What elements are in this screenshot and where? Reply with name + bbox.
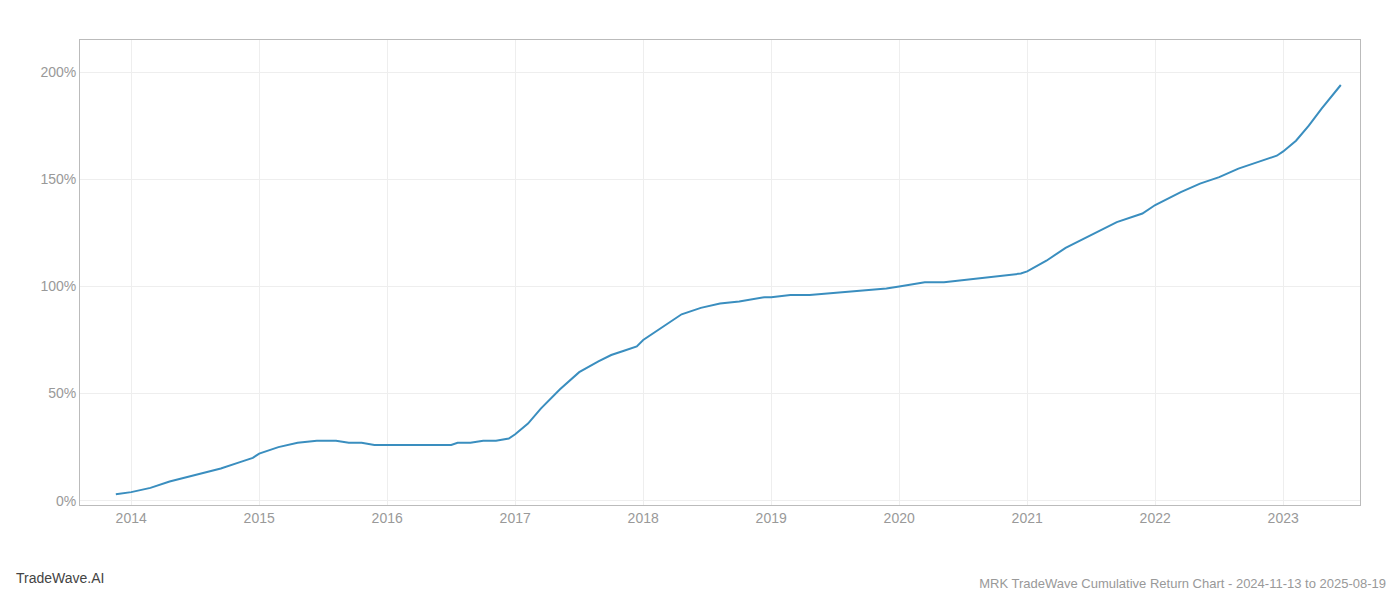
svg-text:2020: 2020 bbox=[884, 510, 915, 526]
svg-text:2017: 2017 bbox=[500, 510, 531, 526]
svg-text:2018: 2018 bbox=[628, 510, 659, 526]
svg-text:MRK TradeWave Cumulative Retur: MRK TradeWave Cumulative Return Chart - … bbox=[979, 576, 1386, 591]
svg-text:200%: 200% bbox=[40, 64, 76, 80]
svg-text:2021: 2021 bbox=[1012, 510, 1043, 526]
svg-text:2023: 2023 bbox=[1268, 510, 1299, 526]
svg-text:2019: 2019 bbox=[756, 510, 787, 526]
svg-text:2015: 2015 bbox=[244, 510, 275, 526]
svg-text:2014: 2014 bbox=[116, 510, 147, 526]
svg-text:100%: 100% bbox=[40, 278, 76, 294]
svg-text:0%: 0% bbox=[56, 493, 76, 509]
svg-text:2016: 2016 bbox=[372, 510, 403, 526]
svg-text:2022: 2022 bbox=[1140, 510, 1171, 526]
svg-text:TradeWave.AI: TradeWave.AI bbox=[16, 570, 104, 586]
svg-text:150%: 150% bbox=[40, 171, 76, 187]
svg-text:50%: 50% bbox=[48, 385, 76, 401]
